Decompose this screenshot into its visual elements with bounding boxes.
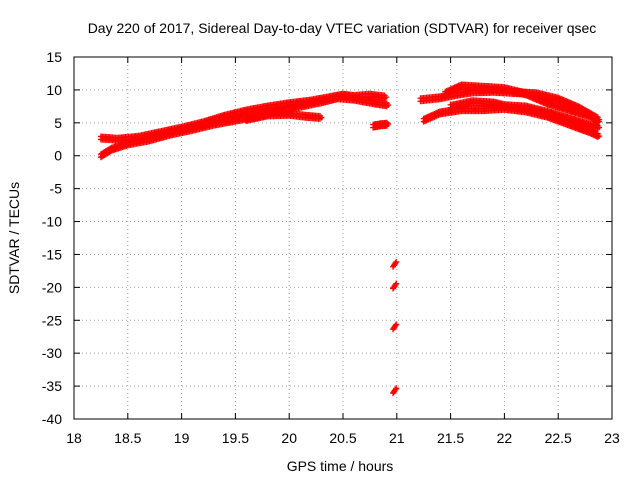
x-tick-label: 19 [174, 430, 190, 446]
data-point [596, 124, 603, 131]
x-axis: 18 18.5 19 19.5 20 20.5 21 21.5 22 22.5 23 [66, 57, 620, 446]
y-tick-label: -25 [42, 312, 62, 328]
y-tick-label: -30 [42, 345, 62, 361]
x-tick-label: 21 [389, 430, 405, 446]
x-tick-label: 22 [497, 430, 513, 446]
x-tick-label: 19.5 [222, 430, 249, 446]
data-point [392, 260, 399, 267]
x-tick-label: 23 [604, 430, 620, 446]
data-point [594, 133, 601, 140]
data-point [383, 103, 390, 110]
data-point [392, 281, 399, 288]
series-arc-b [243, 109, 325, 125]
data-points [97, 81, 603, 397]
y-tick-label: 15 [46, 49, 62, 65]
data-point [392, 386, 399, 393]
series-arc-c [370, 119, 392, 131]
y-axis: -40 -35 -30 -25 -20 -15 -10 -5 0 5 10 15 [42, 49, 612, 427]
x-tick-label: 21.5 [437, 430, 464, 446]
y-tick-label: 0 [54, 148, 62, 164]
series-arc-a-upper [97, 90, 390, 144]
x-axis-label: GPS time / hours [287, 458, 394, 474]
data-point [392, 322, 399, 329]
y-tick-label: 10 [46, 82, 62, 98]
y-tick-label: 5 [54, 115, 62, 131]
x-tick-label: 18.5 [114, 430, 141, 446]
data-point [383, 94, 390, 101]
y-tick-label: -35 [42, 378, 62, 394]
data-point [596, 118, 603, 125]
x-tick-label: 22.5 [545, 430, 572, 446]
x-tick-label: 20 [281, 430, 297, 446]
x-tick-label: 18 [66, 430, 82, 446]
y-tick-label: -15 [42, 246, 62, 262]
y-tick-label: -10 [42, 214, 62, 230]
data-point [596, 132, 603, 139]
series-arc-g [447, 97, 603, 132]
y-axis-label: SDTVAR / TECUs [6, 182, 22, 294]
y-tick-label: -40 [42, 411, 62, 427]
x-tick-label: 20.5 [329, 430, 356, 446]
y-tick-label: -20 [42, 279, 62, 295]
data-point [393, 280, 400, 287]
data-point [318, 114, 325, 121]
series-arc-a-lower [97, 93, 392, 161]
data-point [385, 121, 392, 128]
data-point [385, 102, 392, 109]
grid [73, 56, 613, 420]
y-tick-label: -5 [50, 181, 63, 197]
chart-title: Day 220 of 2017, Sidereal Day-to-day VTE… [88, 20, 597, 36]
data-point [393, 385, 400, 392]
data-point [393, 258, 400, 265]
series-outliers [390, 258, 400, 397]
data-point [393, 321, 400, 328]
series-arc-e [442, 81, 603, 126]
